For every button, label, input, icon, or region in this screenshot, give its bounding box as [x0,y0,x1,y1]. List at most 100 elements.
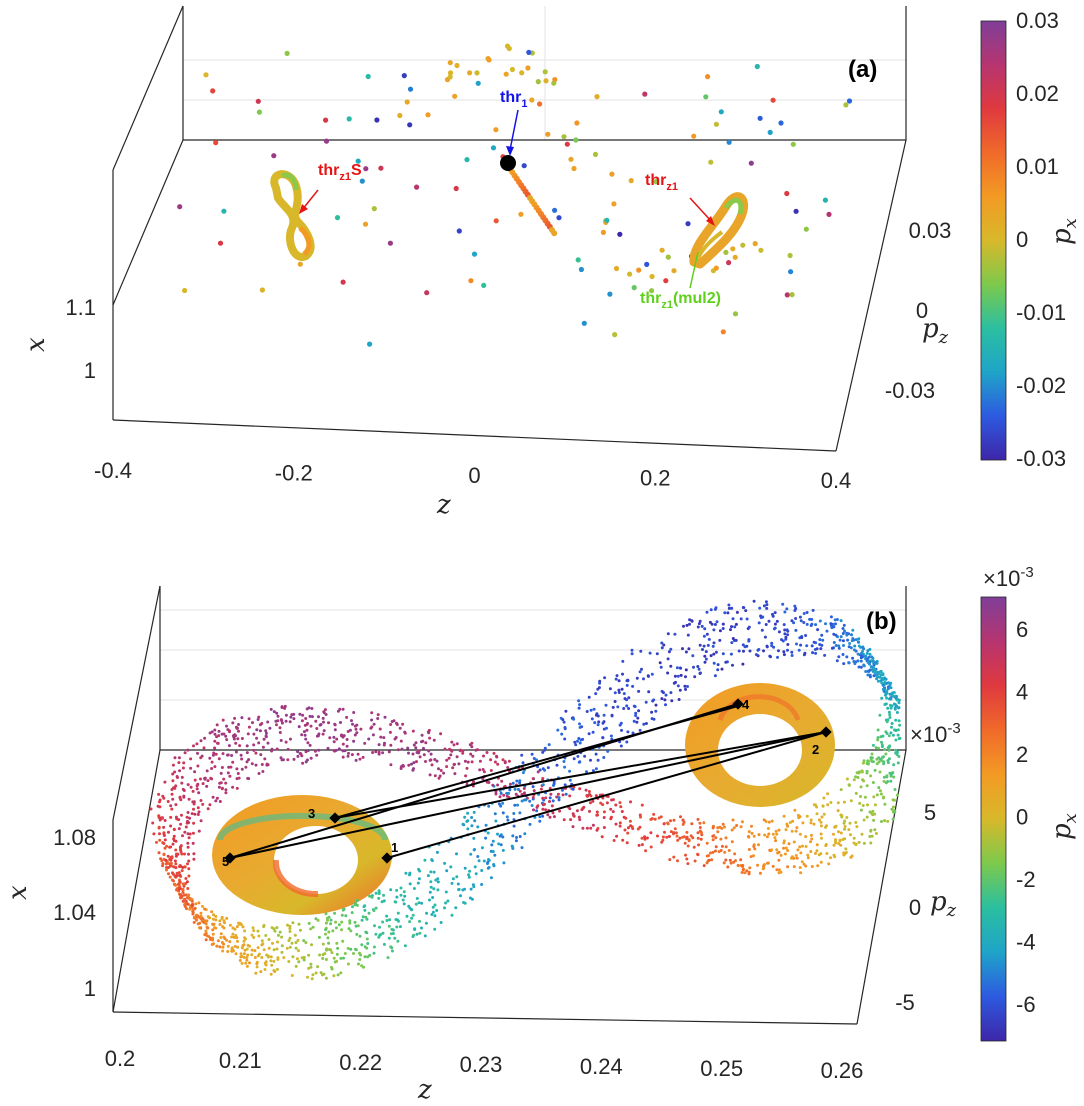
cloud-point [350,719,353,723]
cloud-point [731,818,735,822]
scatter-point [594,94,600,100]
cloud-point [622,707,626,710]
cloud-point [596,758,600,762]
cloud-point [269,959,273,963]
tick-label: -0.01 [1016,300,1066,325]
cloud-point [242,943,246,947]
cloud-point [558,809,562,813]
cloud-point [489,758,493,762]
panel-a-colorbar-label: px [1047,218,1081,245]
cloud-point [178,864,182,867]
cloud-point [511,781,515,785]
cloud-point [867,759,870,763]
cloud-point [193,915,197,919]
cloud-point [431,910,435,914]
cloud-point [764,623,768,626]
cloud-point [182,761,186,765]
cloud-point [794,617,798,620]
cloud-point [411,729,415,733]
cloud-point [414,902,418,906]
cloud-point [584,788,588,792]
cloud-point [798,815,802,819]
cloud-point [684,650,688,654]
cloud-point [444,890,448,894]
cloud-point [679,815,682,819]
cloud-point [819,852,823,856]
cloud-point [859,795,862,798]
cloud-point [810,865,814,868]
cloud-point [334,748,338,752]
cloud-point [739,858,743,862]
cloud-point [183,852,186,856]
cloud-point [770,848,774,852]
cloud-point [806,853,810,857]
panel-b-colorbar [980,596,1007,1042]
cloud-point [253,956,257,959]
cloud-point [735,610,739,614]
cloud-point [667,835,671,838]
cloud-point [240,946,244,950]
cloud-point [414,741,418,745]
cloud-point [195,742,199,746]
cloud-point [218,781,222,785]
cloud-point [880,696,884,700]
cloud-point [578,722,581,726]
cloud-point [250,948,254,952]
cloud-point [302,939,306,943]
cloud-point [171,872,175,876]
cloud-point [195,918,198,922]
cloud-point [309,927,313,931]
scatter-point [509,66,515,73]
cloud-point [621,672,624,676]
cloud-point [181,899,185,903]
cloud-point [390,949,394,953]
cloud-point [890,725,893,729]
scatter-point [740,242,746,248]
cloud-point [654,709,658,713]
scatter-point [713,121,720,127]
cloud-point [265,953,269,957]
cloud-point [225,738,229,742]
scatter-point [213,140,219,146]
cloud-point [548,800,551,803]
cloud-point [247,758,251,762]
cloud-point [372,909,376,913]
cloud-point [742,649,745,653]
loop-thr-z1-s [270,170,315,261]
cloud-point [686,844,690,848]
cloud-point [296,750,300,754]
cloud-point [387,924,391,928]
cloud-point [792,621,796,625]
cloud-point [443,861,447,865]
cloud-point [429,870,433,874]
cloud-point [442,771,446,775]
cloud-point [376,717,380,720]
cloud-point [606,749,610,753]
cloud-point [506,766,510,769]
cloud-point [470,824,474,828]
cloud-point [882,762,886,766]
cloud-point [773,622,777,626]
cloud-point [894,751,898,755]
cloud-point [716,826,720,830]
cloud-point [288,720,292,724]
cloud-point [191,908,195,912]
cloud-point [638,670,642,674]
scatter-point [340,279,346,285]
cloud-point [345,715,349,719]
cloud-point [266,955,270,959]
cloud-point [294,941,298,945]
cloud-point [444,901,448,905]
cloud-point [731,617,735,621]
cloud-point [429,752,433,756]
cloud-point [650,672,654,676]
cloud-point [703,627,707,631]
cloud-point [770,644,774,648]
point-label-1: 1 [391,840,398,855]
scatter-point [754,63,760,70]
cloud-point [872,674,876,678]
tick-label: 0 [468,463,480,488]
cloud-point [264,735,268,739]
scatter-point [564,141,570,147]
cloud-point [782,653,786,657]
